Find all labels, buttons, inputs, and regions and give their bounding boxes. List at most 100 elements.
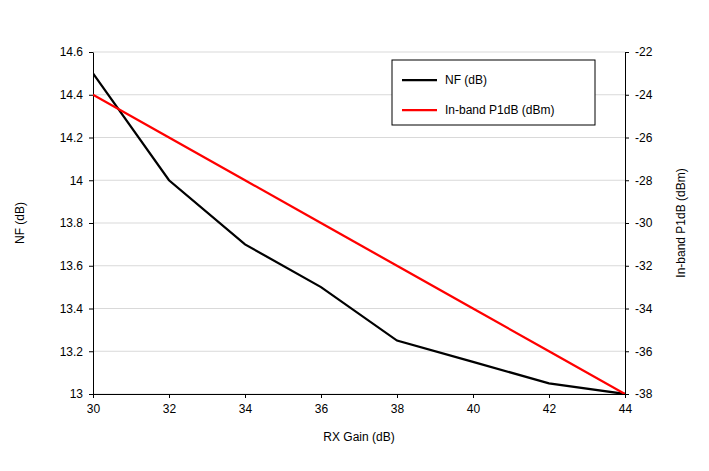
- tick-label: -38: [635, 387, 653, 401]
- tick-mark: [625, 394, 629, 395]
- tick: -38: [625, 387, 653, 401]
- tick-label: 14: [70, 174, 84, 188]
- tick-mark: [89, 266, 93, 267]
- tick: 13.6: [60, 259, 93, 273]
- tick-label: 34: [239, 402, 253, 416]
- tick-mark: [89, 394, 93, 395]
- plot: 30 32 34 36 38 40 42 44 13 13.2 13.4 13.6 13.8 14 14.2…: [60, 45, 653, 415]
- grid-line: [93, 308, 625, 309]
- tick: -28: [625, 174, 653, 188]
- tick: 14.4: [60, 88, 93, 102]
- tick-label: -36: [635, 345, 653, 359]
- tick-label: 42: [543, 402, 557, 416]
- tick-label: 40: [467, 402, 481, 416]
- tick: -22: [625, 45, 653, 59]
- tick-label: 44: [619, 402, 633, 416]
- tick-label: 36: [315, 402, 329, 416]
- grid-line: [93, 180, 625, 181]
- axis-line: [94, 394, 626, 395]
- tick: -26: [625, 131, 653, 145]
- tick: -24: [625, 88, 653, 102]
- tick-mark: [89, 95, 93, 96]
- grid-line: [93, 137, 625, 138]
- tick: 36: [315, 394, 329, 416]
- tick-label: -32: [635, 259, 653, 273]
- tick-mark: [89, 351, 93, 352]
- tick: 13.8: [60, 216, 93, 230]
- tick: 32: [163, 394, 177, 416]
- series-line: [93, 95, 625, 394]
- tick: 30: [87, 394, 101, 416]
- tick-label: 13.8: [60, 216, 84, 230]
- tick-mark: [625, 223, 629, 224]
- tick-mark: [625, 138, 629, 139]
- tick: 38: [391, 394, 405, 416]
- tick-mark: [397, 394, 398, 398]
- tick-label: 13.4: [60, 302, 84, 316]
- tick-mark: [245, 394, 246, 398]
- tick-label: 14.6: [60, 45, 84, 59]
- tick-mark: [625, 180, 629, 181]
- grid-line: [93, 52, 625, 53]
- tick-mark: [625, 309, 629, 310]
- tick-label: -34: [635, 302, 653, 316]
- tick-label: -24: [635, 88, 653, 102]
- grid-line: [93, 223, 625, 224]
- tick: 40: [467, 394, 481, 416]
- tick-mark: [89, 223, 93, 224]
- tick-mark: [169, 394, 170, 398]
- legend: NF (dB) In-band P1dB (dBm): [392, 60, 595, 125]
- tick: -36: [625, 345, 653, 359]
- tick-mark: [89, 309, 93, 310]
- y-axis-title: NF (dB): [13, 202, 27, 244]
- tick-mark: [89, 138, 93, 139]
- tick-mark: [625, 266, 629, 267]
- tick: -30: [625, 216, 653, 230]
- tick-label: 14.2: [60, 131, 84, 145]
- y-axis: 13 13.2 13.4 13.6 13.8 14 14.2 14.4 14.6: [60, 45, 94, 401]
- tick-label: 13: [70, 387, 84, 401]
- x-axis-title: RX Gain (dB): [323, 430, 394, 444]
- tick-mark: [89, 180, 93, 181]
- tick-mark: [321, 394, 322, 398]
- tick-mark: [473, 394, 474, 398]
- tick-label: 32: [163, 402, 177, 416]
- tick: 13.4: [60, 302, 93, 316]
- legend-swatch: [402, 79, 437, 81]
- tick-mark: [625, 52, 629, 53]
- tick-mark: [549, 394, 550, 398]
- tick: 13: [70, 387, 93, 401]
- y2-axis-title: In-band P1dB (dBm): [674, 168, 688, 277]
- grid-line: [93, 265, 625, 266]
- tick: 14.2: [60, 131, 93, 145]
- tick-label: 38: [391, 402, 405, 416]
- chart: 30 32 34 36 38 40 42 44 13 13.2 13.4 13.6 13.8 14 14.2…: [0, 0, 709, 471]
- tick-label: 13.2: [60, 345, 84, 359]
- tick: -34: [625, 302, 653, 316]
- tick: 13.2: [60, 345, 93, 359]
- tick: -32: [625, 259, 653, 273]
- tick-label: 13.6: [60, 259, 84, 273]
- tick-label: -26: [635, 131, 653, 145]
- tick: 14.6: [60, 45, 93, 59]
- tick-mark: [89, 52, 93, 53]
- tick-mark: [625, 351, 629, 352]
- grid-line: [93, 351, 625, 352]
- tick-label: -22: [635, 45, 653, 59]
- legend-label: NF (dB): [445, 73, 487, 87]
- tick-label: -30: [635, 216, 653, 230]
- tick-label: 30: [87, 402, 101, 416]
- tick: 42: [543, 394, 557, 416]
- tick-label: 14.4: [60, 88, 84, 102]
- y2-axis: -38 -36 -34 -32 -30 -28 -26 -24 -22: [625, 45, 653, 401]
- x-axis: 30 32 34 36 38 40 42 44: [87, 394, 633, 416]
- tick: 34: [239, 394, 253, 416]
- grid-line: [93, 394, 625, 395]
- legend-label: In-band P1dB (dBm): [445, 103, 554, 117]
- legend-box: [392, 60, 595, 125]
- tick: 44: [619, 394, 633, 416]
- tick-mark: [93, 394, 94, 398]
- axis-line: [93, 53, 94, 395]
- legend-swatch: [402, 109, 437, 111]
- tick-mark: [625, 95, 629, 96]
